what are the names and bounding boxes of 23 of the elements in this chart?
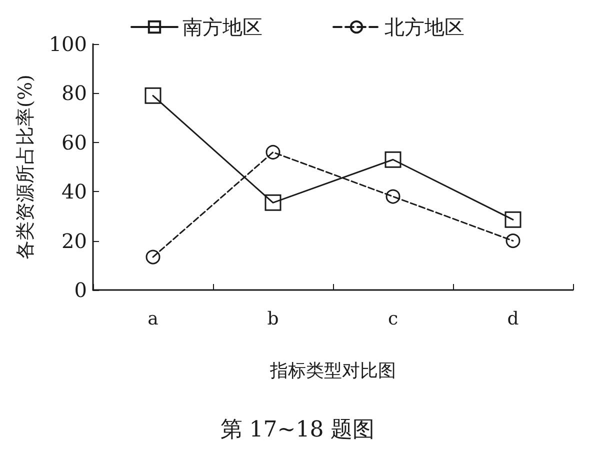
point [504, 211, 522, 228]
y-tick-label: 0 [74, 278, 87, 302]
point [384, 151, 402, 168]
x-tick-label: d [507, 308, 519, 330]
point [146, 250, 160, 264]
x-tick-label: b [267, 308, 279, 330]
text: 第 17~18 题图 [220, 418, 375, 442]
x-tick-label: a [148, 308, 159, 330]
y-tick-label: 80 [62, 81, 87, 106]
x-tick-label: c [388, 308, 398, 330]
point [386, 189, 400, 204]
y-tick-label: 60 [62, 130, 87, 154]
y-tick-label: 100 [48, 32, 87, 56]
point [264, 194, 282, 211]
y-tick-label: 40 [62, 180, 87, 204]
legend-label: 北方地区 [384, 15, 464, 39]
legend-label: 南方地区 [182, 15, 262, 39]
point [266, 144, 280, 160]
point [144, 87, 162, 104]
y-tick-label: 20 [62, 228, 87, 253]
x-axis-title: 指标类型对比图 [269, 360, 396, 382]
point [506, 234, 520, 248]
y-axis-title: 各类资源所占比率(%) [14, 74, 36, 260]
